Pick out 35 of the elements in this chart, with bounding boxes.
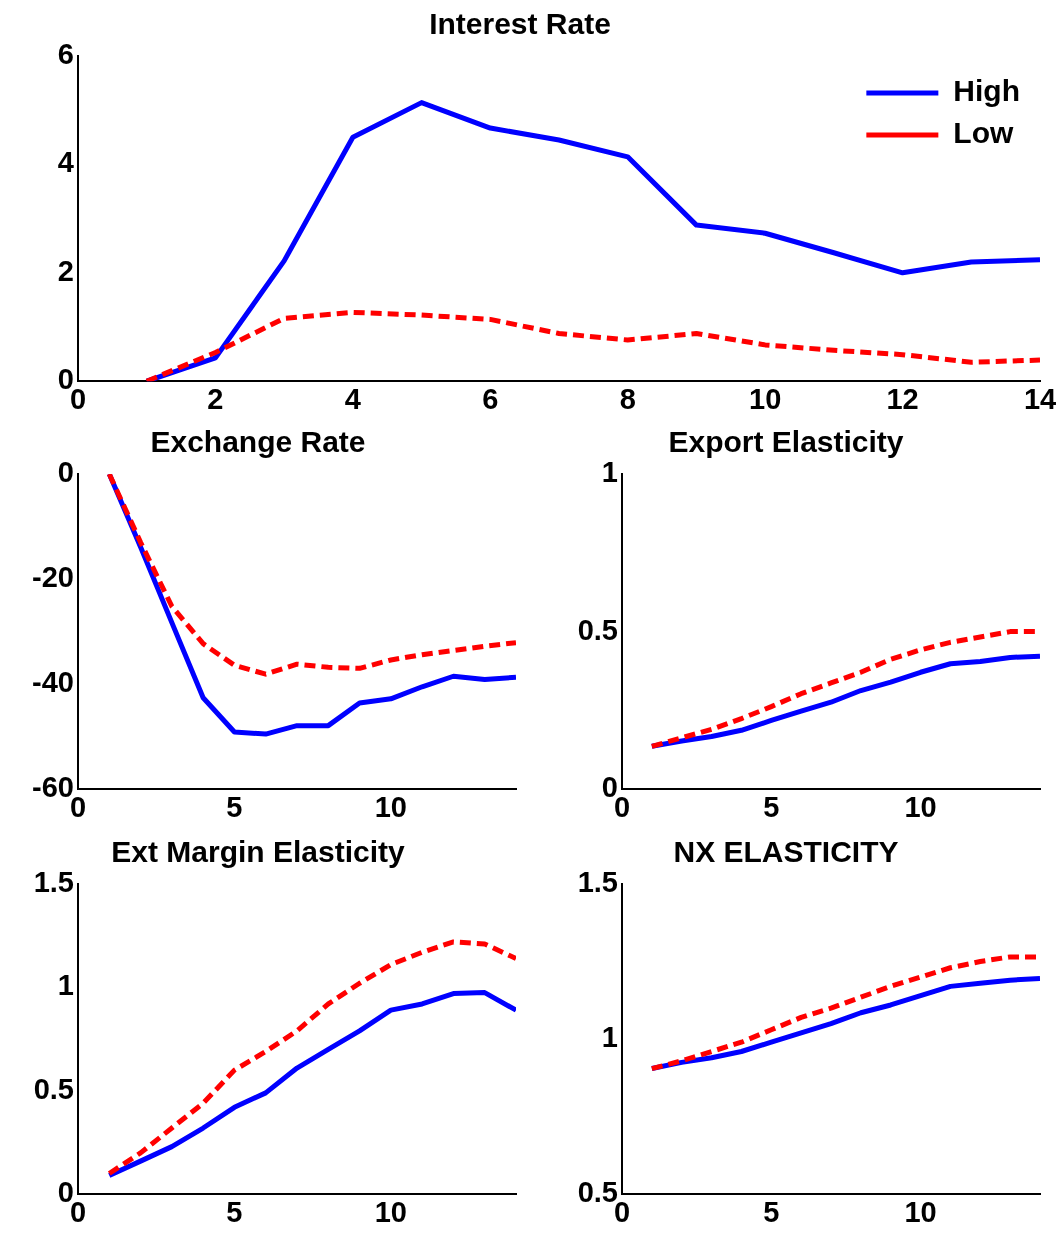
legend-label: High [953,74,1021,108]
legend-label: Low [953,116,1014,150]
y-tick-label: 1 [601,1021,618,1054]
y-tick-label: 1 [57,969,74,1002]
x-tick-label: 5 [226,790,243,823]
x-tick-label: 5 [763,790,780,823]
y-tick-label: 1 [601,456,618,488]
y-tick-label: 0.5 [577,613,618,646]
y-tick-label: 6 [57,38,74,70]
x-tick-label: 10 [749,382,782,415]
y-tick-label: 1.5 [577,866,618,898]
chart-title: Export Elasticity [668,425,904,459]
x-tick-label: 2 [207,382,224,415]
chart-title: Exchange Rate [150,425,366,459]
x-tick-label: 8 [619,382,636,415]
y-tick-label: 1.5 [33,866,74,898]
x-tick-label: 4 [344,382,361,415]
x-tick-label: 12 [886,382,919,415]
x-tick-label: 6 [482,382,499,415]
y-tick-label: 2 [57,254,74,287]
chart-title: Ext Margin Elasticity [111,835,406,869]
x-tick-label: 10 [904,790,937,823]
x-tick-label: 10 [374,1195,407,1228]
x-tick-label: 14 [1023,382,1057,415]
y-tick-label: -20 [32,561,74,594]
x-tick-label: 5 [226,1195,243,1228]
y-tick-label: 0.5 [33,1072,74,1105]
x-tick-label: 5 [763,1195,780,1228]
x-tick-label: 10 [904,1195,937,1228]
chart-title: NX ELASTICITY [673,835,899,869]
y-tick-label: -40 [32,666,74,699]
y-tick-label: 4 [57,146,74,179]
y-tick-label: 0 [57,456,74,488]
x-tick-label: 10 [374,790,407,823]
chart-title: Interest Rate [429,7,611,41]
